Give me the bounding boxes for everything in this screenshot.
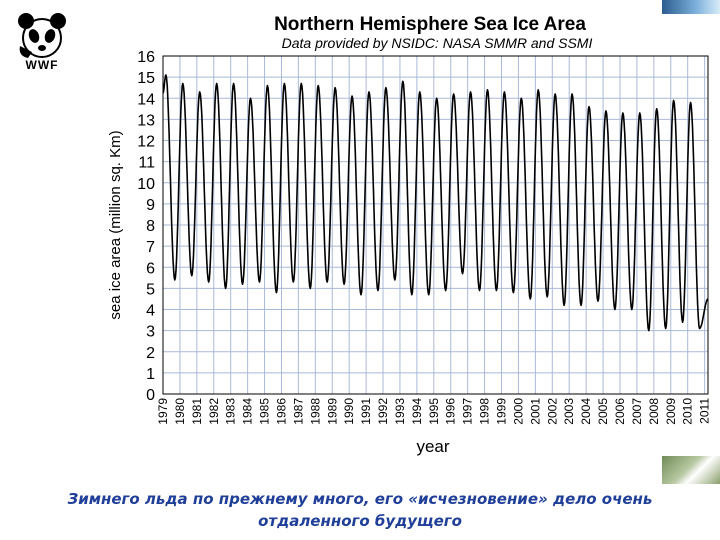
x-tick-label: 1987 [291, 398, 305, 425]
y-tick-label: 14 [137, 91, 155, 108]
x-tick-label: 1991 [359, 398, 373, 425]
x-tick-label: 1980 [173, 398, 187, 425]
sea-ice-area-series-line [162, 74, 709, 332]
chart-title: Northern Hemisphere Sea Ice Area [274, 14, 586, 35]
x-tick-label: 2009 [664, 398, 678, 425]
x-tick-label: 1999 [495, 398, 509, 425]
x-tick-label: 1984 [241, 398, 255, 425]
y-tick-label: 9 [146, 197, 155, 214]
decorative-photo-strip-top [662, 0, 720, 14]
x-tick-label: 1989 [325, 398, 339, 425]
caption: Зимнего льда по прежнему много, его «исч… [0, 488, 720, 532]
x-tick-label: 1986 [274, 398, 288, 425]
chart-subtitle: Data provided by NSIDC: NASA SMMR and SS… [282, 35, 593, 51]
y-tick-label: 2 [146, 345, 155, 362]
x-tick-label: 2010 [681, 398, 695, 425]
x-tick-label: 2004 [579, 398, 593, 425]
series-layer [162, 74, 709, 332]
x-tick-label: 1994 [410, 398, 424, 425]
x-axis-label: year [416, 437, 449, 456]
x-tick-label: 1979 [156, 398, 170, 425]
y-tick-label: 8 [146, 218, 155, 235]
y-tick-label: 16 [137, 49, 155, 66]
x-tick-label: 1985 [258, 398, 272, 425]
x-tick-label: 1990 [342, 398, 356, 425]
x-tick-label: 2006 [613, 398, 627, 425]
y-tick-label: 13 [137, 112, 155, 129]
wwf-logo: WWF [14, 8, 70, 72]
x-tick-label: 1992 [376, 398, 390, 425]
sea-ice-chart: Northern Hemisphere Sea Ice Area Data pr… [107, 14, 712, 456]
x-tick-label: 1993 [393, 398, 407, 425]
y-tick-label: 10 [137, 176, 155, 193]
plot-frame [162, 55, 709, 395]
x-tick-label: 1998 [478, 398, 492, 425]
y-tick-label: 3 [146, 324, 155, 341]
x-tick-label: 2002 [545, 398, 559, 425]
y-tick-label: 15 [137, 70, 155, 87]
y-tick-label: 0 [146, 387, 155, 404]
x-tick-label: 1988 [308, 398, 322, 425]
y-tick-label: 1 [146, 366, 155, 383]
x-tick-label: 1996 [444, 398, 458, 425]
x-tick-label: 1981 [190, 398, 204, 425]
x-tick-label: 1995 [427, 398, 441, 425]
y-axis-label: sea ice area (million sq. Km) [107, 130, 124, 319]
logo-text: WWF [25, 58, 59, 72]
panda-icon [18, 13, 66, 58]
x-tick-label: 2005 [596, 398, 610, 425]
y-tick-label: 12 [137, 134, 155, 151]
y-tick-label: 7 [146, 239, 155, 256]
x-tick-label: 2000 [511, 398, 525, 425]
decorative-photo-strip-bottom [662, 456, 720, 484]
x-tick-label: 1997 [461, 398, 475, 425]
x-axis-ticks: 1979 1980 1981 1982 1983 1984 1985 1986 1987 1988… [156, 398, 712, 425]
x-tick-label: 2007 [630, 398, 644, 425]
caption-line-2: отдаленного будущего [258, 512, 462, 530]
y-tick-label: 4 [146, 303, 155, 320]
x-tick-label: 2011 [698, 398, 712, 424]
y-tick-label: 11 [138, 155, 155, 172]
x-tick-label: 2008 [647, 398, 661, 425]
x-tick-label: 2001 [528, 398, 542, 425]
y-tick-label: 5 [146, 281, 155, 298]
y-tick-label: 6 [146, 260, 155, 277]
x-tick-label: 2003 [562, 398, 576, 425]
caption-line-1: Зимнего льда по прежнему много, его «исч… [67, 490, 653, 508]
x-tick-label: 1982 [207, 398, 221, 425]
x-tick-label: 1983 [224, 398, 238, 425]
